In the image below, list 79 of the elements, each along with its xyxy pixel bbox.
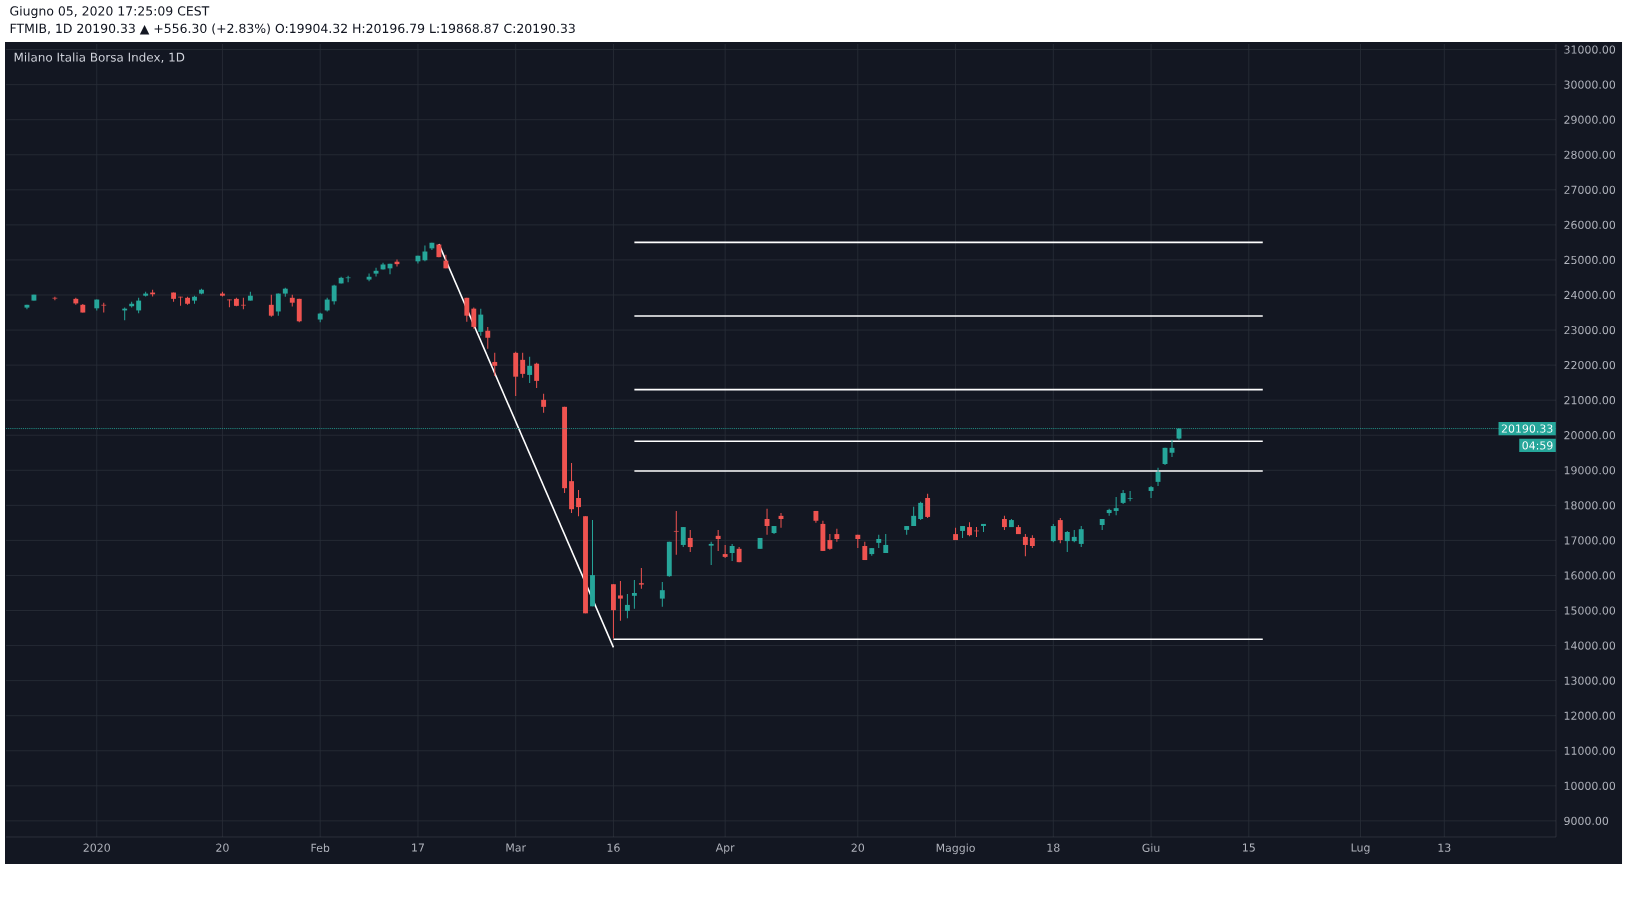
candlestick <box>527 356 533 384</box>
y-tick-label: 16000.00 <box>1564 571 1616 580</box>
y-tick-label: 24000.00 <box>1564 290 1616 300</box>
candlestick <box>1057 517 1063 544</box>
candlestick <box>331 284 337 305</box>
y-tick-label: 29000.00 <box>1564 115 1616 124</box>
candlestick <box>631 579 637 610</box>
x-tick-label: Lug <box>1351 843 1370 854</box>
x-tick-label: 17 <box>412 843 424 852</box>
text: FTMIB, 1D 20190.33 ▲ +556.30 (+2.83%) O:19904.32 H:20196.79 L:19868.87 C:20190.33 <box>10 23 575 35</box>
y-tick-label: 26000.00 <box>1564 220 1616 230</box>
y-tick-label: 10000.00 <box>1564 781 1616 790</box>
candlestick <box>722 544 728 559</box>
x-tick-label: Apr <box>715 843 735 854</box>
candlestick <box>659 581 665 608</box>
y-tick-label: 27000.00 <box>1564 185 1616 194</box>
candlestick <box>638 567 644 590</box>
candlestick <box>345 275 351 283</box>
candlestick <box>478 308 484 337</box>
candlestick <box>1022 533 1028 557</box>
y-tick-label: 12000.00 <box>1564 711 1616 720</box>
candlestick <box>1078 525 1084 548</box>
candlestick <box>624 593 630 619</box>
x-tick-label: 20 <box>851 843 865 852</box>
candlestick <box>715 529 721 552</box>
y-tick-label: 11000.00 <box>1564 746 1616 755</box>
x-tick-label: Feb <box>311 843 330 852</box>
candlestick <box>1050 523 1056 543</box>
candlestick <box>729 543 735 562</box>
y-tick-label: 19000.00 <box>1564 466 1616 475</box>
candlestick <box>541 393 547 414</box>
candlestick <box>492 352 498 377</box>
candlestick <box>834 528 840 543</box>
y-tick-label: 25000.00 <box>1564 255 1616 265</box>
x-tick-label: 16 <box>607 843 620 852</box>
y-tick-label: 13000.00 <box>1564 676 1616 685</box>
candlestick <box>687 529 693 553</box>
candlestick <box>485 326 491 350</box>
y-tick-label: 31000.00 <box>1564 45 1616 54</box>
candlestick <box>1064 530 1070 553</box>
candlestick <box>513 351 519 397</box>
text: Milano Italia Borsa Index, 1D <box>14 52 185 63</box>
candlestick <box>534 362 540 389</box>
candlestick <box>1127 490 1133 502</box>
candlestick <box>520 352 526 379</box>
y-tick-label: 14000.00 <box>1564 641 1616 650</box>
candlestick <box>708 541 714 566</box>
ref-line-label: 20190.33 <box>1501 424 1553 433</box>
y-tick-label: 9000.00 <box>1564 816 1609 826</box>
candlestick <box>925 493 931 519</box>
annotation: 04:59 <box>1522 441 1553 450</box>
candlestick <box>673 510 679 556</box>
y-tick-label: 28000.00 <box>1564 150 1616 159</box>
candlestick <box>680 526 686 548</box>
x-tick-label: 20 <box>216 843 229 852</box>
candlestick <box>1113 496 1119 516</box>
y-tick-label: 18000.00 <box>1564 501 1616 510</box>
candlestick <box>617 580 623 622</box>
candlestick <box>366 273 372 282</box>
y-tick-label: 21000.00 <box>1564 396 1616 405</box>
candlestick <box>471 307 477 330</box>
candlestick <box>101 302 107 314</box>
y-tick-label: 15000.00 <box>1564 606 1616 615</box>
y-tick-label: 20000.00 <box>1564 431 1616 440</box>
candlestick <box>268 294 274 318</box>
x-tick-label: 15 <box>1243 843 1255 852</box>
x-tick-label: 2020 <box>83 843 110 852</box>
x-tick-label: 18 <box>1047 843 1060 852</box>
y-tick-label: 17000.00 <box>1564 536 1616 545</box>
y-tick-label: 22000.00 <box>1564 360 1616 370</box>
x-tick-label: 13 <box>1438 843 1451 852</box>
candlestick <box>576 489 581 517</box>
x-tick-label: Giu <box>1142 843 1160 852</box>
y-tick-label: 30000.00 <box>1564 80 1616 89</box>
candlestick <box>918 501 924 521</box>
x-tick-label: Maggio <box>936 843 975 855</box>
text: Giugno 05, 2020 17:25:09 CEST <box>10 5 210 19</box>
x-tick-label: Mar <box>506 843 527 852</box>
y-tick-label: 23000.00 <box>1564 325 1616 335</box>
